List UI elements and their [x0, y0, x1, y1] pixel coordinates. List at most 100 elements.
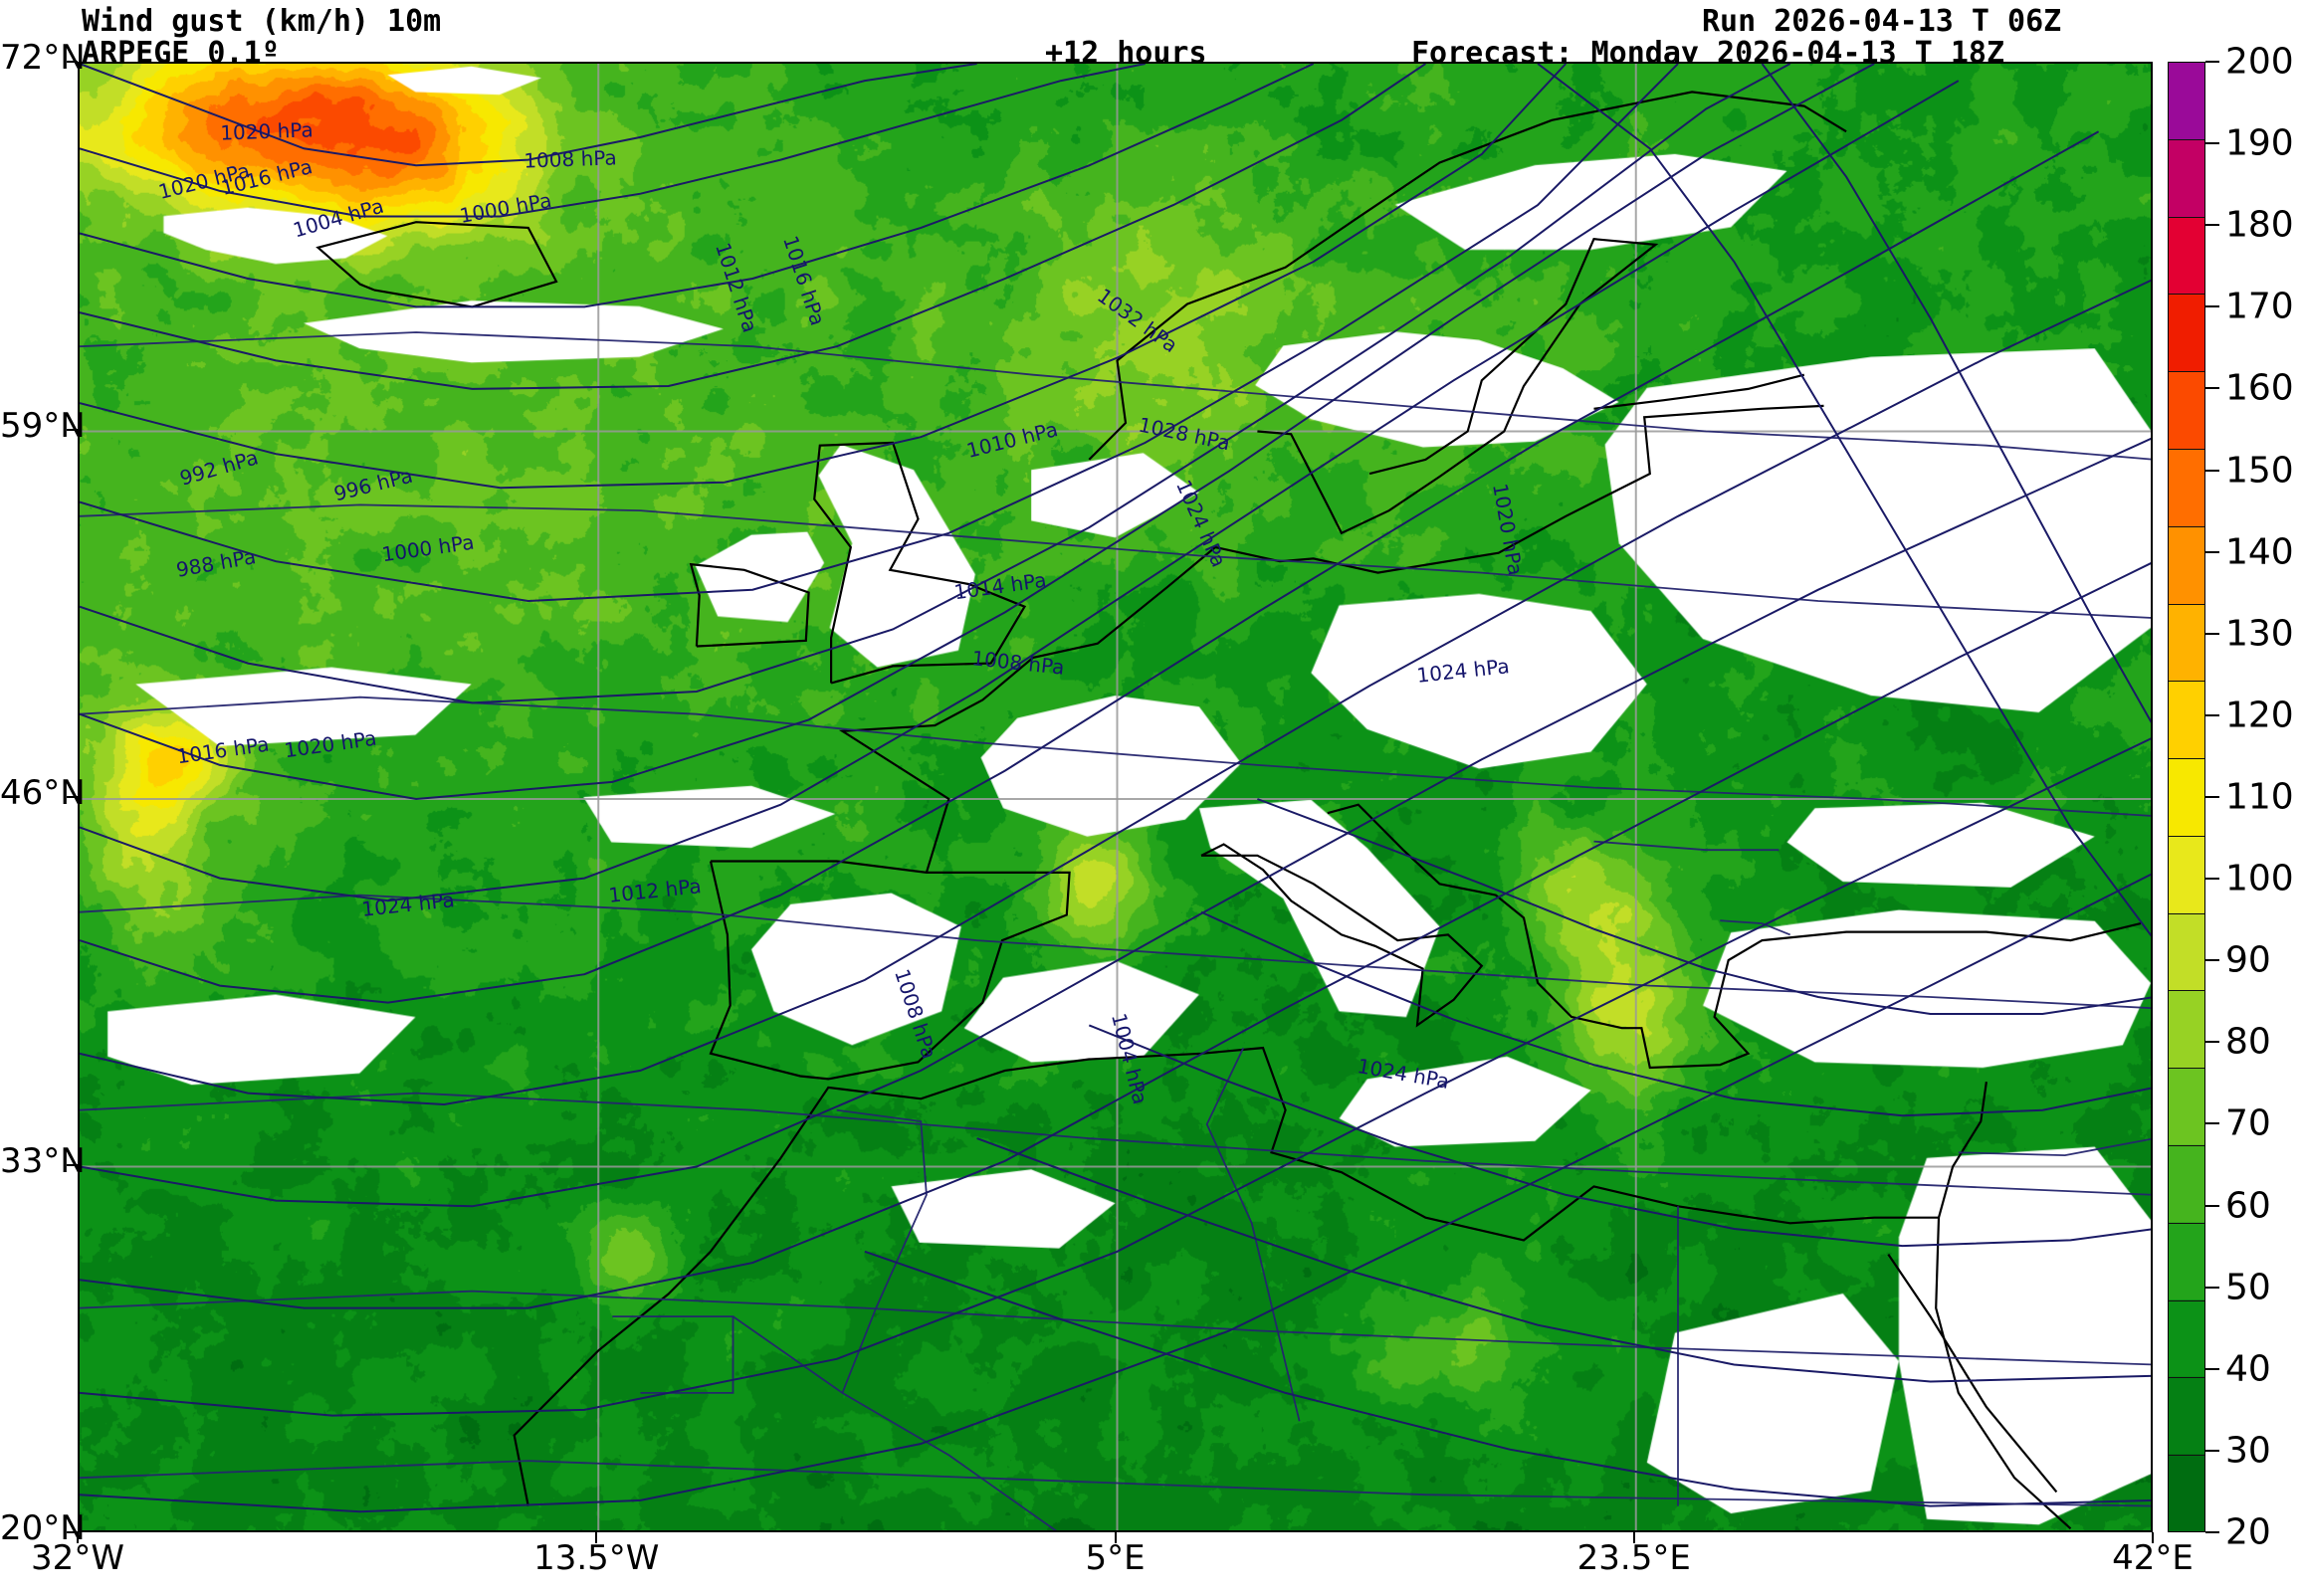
colorbar-tick — [2205, 469, 2219, 472]
isobar-label: 1020 hPa — [219, 117, 314, 145]
map-vector-path — [80, 64, 1568, 490]
colorbar-tick — [2205, 550, 2219, 553]
map-vector-path — [80, 696, 2151, 817]
colorbar-tick — [2205, 1286, 2219, 1289]
run-time-label: Run 2026-04-13 T 06Z — [1702, 4, 2062, 39]
map-vector-path — [80, 130, 2100, 1004]
map-vector-path — [80, 737, 2151, 1417]
map-vector-path — [709, 860, 1071, 1081]
x-axis-tick — [77, 1532, 79, 1543]
map-vector-path — [315, 221, 558, 308]
map-vector-path — [1088, 91, 1847, 461]
colorbar[interactable] — [2168, 62, 2205, 1532]
x-axis-tick-label: 13.5°W — [533, 1538, 660, 1578]
colorbar-tick — [2205, 632, 2219, 635]
colorbar-tick — [2205, 61, 2219, 63]
y-axis-tick — [67, 796, 78, 798]
colorbar-tick-label: 110 — [2225, 776, 2294, 818]
map-vector-path — [1537, 64, 2151, 937]
map-vector-path — [80, 1460, 2151, 1507]
y-axis-tick-label: 72°N — [0, 38, 86, 78]
colorbar-tick — [2205, 959, 2219, 962]
map-vector-path — [80, 64, 1875, 801]
x-axis-tick-label: 23.5°E — [1576, 1538, 1691, 1578]
colorbar-tick — [2205, 142, 2219, 145]
colorbar-tick — [2205, 1204, 2219, 1207]
colorbar-band-separator — [2169, 912, 2204, 914]
map-vector-path — [80, 1092, 2151, 1196]
colorbar-band-separator — [2169, 603, 2204, 605]
map-vector-path — [1935, 1217, 2072, 1530]
x-axis-tick-label: 5°E — [1085, 1538, 1146, 1578]
colorbar-tick — [2205, 1122, 2219, 1125]
colorbar-tick — [2205, 713, 2219, 716]
y-axis-tick — [67, 428, 78, 431]
map-overlay-vectors — [80, 64, 2151, 1530]
x-axis-tick — [595, 1532, 598, 1543]
colorbar-band-separator — [2169, 758, 2204, 760]
colorbar-tick-label: 70 — [2225, 1102, 2271, 1144]
map-vector-path — [1205, 1047, 1301, 1422]
x-axis-tick — [2152, 1532, 2154, 1543]
colorbar-band-separator — [2169, 990, 2204, 992]
colorbar-tick-label: 50 — [2225, 1267, 2271, 1308]
colorbar-tick-label: 90 — [2225, 939, 2271, 981]
colorbar-band-separator — [2169, 681, 2204, 683]
colorbar-band-separator — [2169, 1377, 2204, 1379]
map-vector-path — [976, 1137, 2151, 1383]
map-vector-path — [80, 331, 2151, 461]
y-axis-tick-label: 59°N — [0, 405, 86, 446]
page-title: Wind gust (km/h) 10m — [82, 4, 442, 39]
map-vector-path — [864, 1250, 2151, 1507]
map-vector-path — [1958, 1137, 2151, 1157]
colorbar-tick — [2205, 1449, 2219, 1452]
y-axis-tick — [67, 61, 78, 63]
map-vector-path — [80, 64, 1679, 603]
x-axis-tick-label: 32°W — [31, 1538, 124, 1578]
map-vector-path — [80, 80, 1960, 902]
y-axis-tick — [67, 1163, 78, 1166]
map-vector-path — [838, 404, 1824, 874]
map-vector-path — [710, 1046, 1988, 1253]
map-vector-path — [1761, 64, 2151, 723]
map-vector-path — [80, 562, 2151, 1309]
colorbar-band-separator — [2169, 1299, 2204, 1301]
map-vector-path — [80, 64, 1315, 308]
colorbar-band-separator — [2169, 1068, 2204, 1070]
colorbar-tick-label: 20 — [2225, 1511, 2271, 1553]
map-vector-path — [1257, 238, 1659, 535]
colorbar-band-separator — [2169, 835, 2204, 837]
x-axis-tick — [1632, 1532, 1635, 1543]
map-vector-path — [1720, 919, 1791, 936]
map-vector-path — [80, 437, 2151, 1208]
colorbar-band-separator — [2169, 216, 2204, 218]
y-axis-tick-label: 46°N — [0, 773, 86, 813]
colorbar-tick-label: 130 — [2225, 613, 2294, 655]
colorbar-tick — [2205, 1531, 2219, 1533]
colorbar-tick — [2205, 878, 2219, 881]
map-plot-area[interactable]: 1020 hPa 1020 hPa 1016 hPa 1004 hPa 1008 hPa… — [78, 62, 2153, 1532]
colorbar-tick — [2205, 1041, 2219, 1044]
colorbar-tick — [2205, 305, 2219, 308]
y-axis-tick-label: 33°N — [0, 1140, 86, 1181]
map-vector-path — [513, 1251, 712, 1506]
colorbar-tick-label: 150 — [2225, 450, 2294, 492]
colorbar-band-separator — [2169, 525, 2204, 527]
colorbar-tick-label: 200 — [2225, 41, 2294, 83]
map-vector-path — [1257, 798, 2151, 1016]
colorbar-tick-label: 100 — [2225, 858, 2294, 899]
y-axis-tick — [67, 1531, 78, 1533]
colorbar-tick-label: 160 — [2225, 367, 2294, 409]
map-vector-path — [836, 1108, 928, 1394]
colorbar-band-separator — [2169, 371, 2204, 373]
map-vector-path — [1088, 1024, 2151, 1248]
colorbar-tick-label: 80 — [2225, 1021, 2271, 1063]
map-vector-path — [1887, 1253, 2058, 1494]
colorbar-band-separator — [2169, 448, 2204, 450]
map-vector-path — [80, 873, 2151, 1513]
map-vector-path — [689, 562, 810, 648]
map-vector-path — [80, 503, 2151, 619]
map-vector-path — [813, 441, 1027, 685]
colorbar-band-separator — [2169, 1455, 2204, 1457]
colorbar-tick-label: 180 — [2225, 204, 2294, 246]
